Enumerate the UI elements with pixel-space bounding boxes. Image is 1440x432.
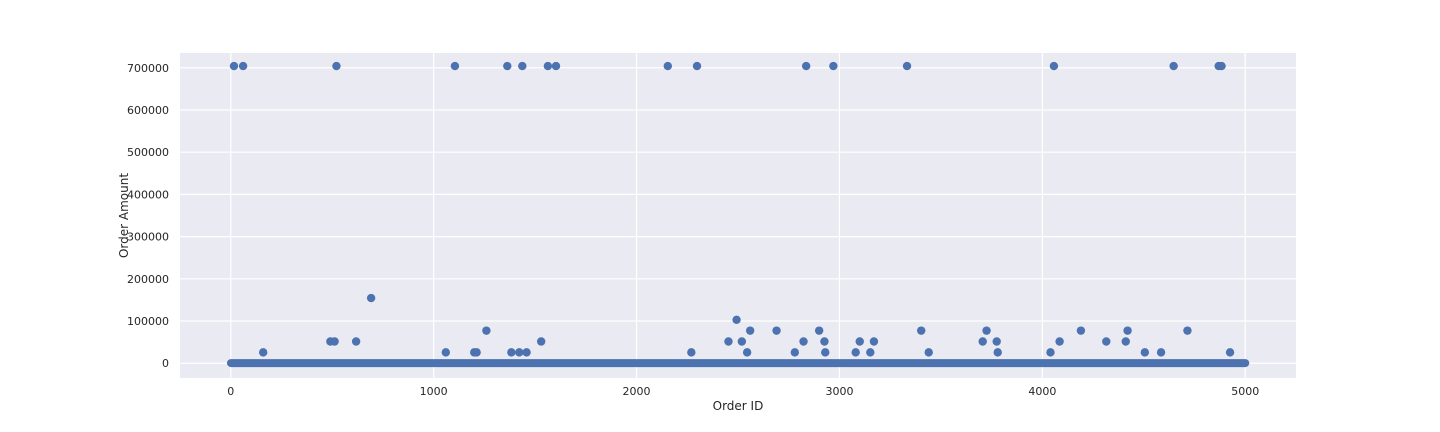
y-tick-label: 200000 <box>127 273 169 286</box>
data-point <box>1049 61 1059 71</box>
data-point <box>1055 337 1064 346</box>
data-point <box>869 337 879 346</box>
data-point <box>351 337 361 346</box>
data-point <box>1140 348 1150 357</box>
y-axis-label: Order Amount <box>117 173 131 258</box>
data-point <box>238 61 248 71</box>
data-point <box>450 61 460 71</box>
data-point <box>1156 348 1166 357</box>
data-point <box>258 348 268 357</box>
data-point <box>814 326 824 335</box>
x-tick-label: 5000 <box>1231 385 1259 398</box>
data-point <box>745 326 755 335</box>
data-point <box>1183 326 1192 335</box>
data-point <box>1102 337 1111 346</box>
y-tick-label: 300000 <box>127 231 169 244</box>
x-tick-label: 0 <box>227 385 234 398</box>
data-point <box>229 61 239 71</box>
data-point <box>855 337 864 346</box>
data-point <box>507 348 516 357</box>
data-point <box>820 337 829 346</box>
data-point <box>515 348 524 357</box>
y-tick-label: 500000 <box>127 146 169 159</box>
data-point <box>472 348 481 357</box>
data-point <box>866 348 875 357</box>
data-point <box>1169 61 1178 71</box>
data-point <box>917 326 926 335</box>
data-point <box>799 337 808 346</box>
data-point <box>482 326 491 335</box>
data-point <box>978 337 987 346</box>
data-point <box>829 61 838 71</box>
dense-baseline-points <box>226 359 1250 368</box>
data-points <box>229 61 1235 357</box>
data-point <box>737 337 747 346</box>
data-point <box>742 348 752 357</box>
x-axis-ticks: 0 1000 2000 3000 4000 5000 <box>227 385 1259 398</box>
data-point <box>1121 337 1130 346</box>
data-point <box>543 61 553 71</box>
data-point <box>663 61 672 71</box>
data-point <box>732 315 741 324</box>
data-point <box>330 337 339 346</box>
y-tick-label: 700000 <box>127 62 169 75</box>
data-point <box>821 348 830 357</box>
data-point <box>518 61 527 71</box>
data-point <box>1225 348 1235 357</box>
y-tick-label: 400000 <box>127 188 169 201</box>
data-point <box>366 293 376 303</box>
x-tick-label: 1000 <box>420 385 448 398</box>
data-point <box>692 61 702 71</box>
data-point <box>1123 326 1132 335</box>
data-point <box>982 326 991 335</box>
data-point <box>851 348 860 357</box>
data-point <box>332 61 341 71</box>
data-point <box>551 61 561 71</box>
y-tick-label: 100000 <box>127 315 169 328</box>
data-point <box>993 348 1002 357</box>
x-axis-label: Order ID <box>713 399 764 413</box>
data-point <box>801 61 811 71</box>
data-point <box>441 348 451 357</box>
x-tick-label: 4000 <box>1028 385 1056 398</box>
baseline-band <box>226 359 1250 368</box>
data-point <box>724 337 733 346</box>
data-point <box>503 61 512 71</box>
data-point <box>924 348 933 357</box>
y-tick-label: 600000 <box>127 104 169 117</box>
y-axis-ticks: 0 100000 200000 300000 400000 500000 600000 700… <box>127 62 169 370</box>
y-tick-label: 0 <box>162 357 169 370</box>
data-point <box>1076 326 1086 335</box>
data-point <box>536 337 546 346</box>
x-tick-label: 3000 <box>825 385 853 398</box>
data-point <box>1046 348 1055 357</box>
data-point <box>772 326 781 335</box>
x-tick-label: 2000 <box>623 385 651 398</box>
plot-area <box>180 53 1296 378</box>
data-point <box>790 348 800 357</box>
data-point <box>687 348 696 357</box>
data-point <box>992 337 1001 346</box>
data-point <box>902 61 912 71</box>
data-point <box>1217 61 1226 71</box>
data-point <box>522 348 531 357</box>
